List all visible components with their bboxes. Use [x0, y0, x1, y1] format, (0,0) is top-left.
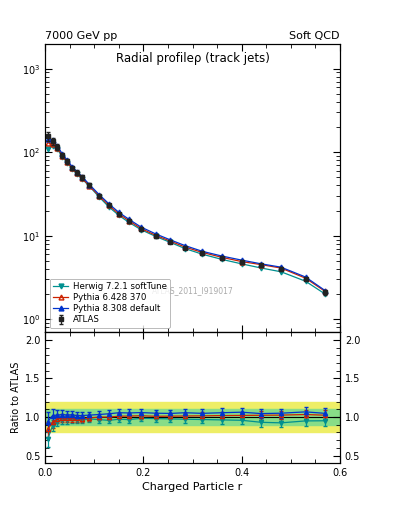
Pythia 6.428 370: [259, 262, 264, 268]
Pythia 6.428 370: [200, 249, 205, 255]
Herwig 7.2.1 softTune: [127, 219, 131, 225]
Text: Radial profileρ (track jets): Radial profileρ (track jets): [116, 52, 270, 65]
Pythia 6.428 370: [107, 202, 112, 208]
Pythia 8.308 default: [220, 253, 224, 259]
Herwig 7.2.1 softTune: [239, 261, 244, 267]
Herwig 7.2.1 softTune: [107, 204, 112, 210]
Pythia 6.428 370: [153, 232, 158, 239]
Pythia 8.308 default: [323, 288, 328, 294]
Herwig 7.2.1 softTune: [168, 240, 173, 246]
Pythia 8.308 default: [45, 136, 50, 142]
Pythia 6.428 370: [80, 175, 84, 181]
Text: 7000 GeV pp: 7000 GeV pp: [45, 31, 118, 41]
Pythia 8.308 default: [60, 151, 65, 157]
Line: Pythia 6.428 370: Pythia 6.428 370: [45, 140, 328, 294]
Pythia 8.308 default: [87, 181, 92, 187]
Pythia 6.428 370: [279, 265, 283, 271]
Text: Soft QCD: Soft QCD: [290, 31, 340, 41]
Herwig 7.2.1 softTune: [279, 269, 283, 275]
Herwig 7.2.1 softTune: [87, 183, 92, 189]
Legend: Herwig 7.2.1 softTune, Pythia 6.428 370, Pythia 8.308 default, ATLAS: Herwig 7.2.1 softTune, Pythia 6.428 370,…: [50, 279, 170, 328]
Pythia 6.428 370: [239, 259, 244, 265]
Pythia 6.428 370: [183, 244, 187, 250]
Pythia 8.308 default: [70, 164, 75, 170]
Herwig 7.2.1 softTune: [97, 194, 101, 200]
Herwig 7.2.1 softTune: [80, 176, 84, 182]
Herwig 7.2.1 softTune: [303, 278, 308, 284]
X-axis label: Charged Particle r: Charged Particle r: [142, 482, 243, 493]
Line: Pythia 8.308 default: Pythia 8.308 default: [45, 136, 328, 293]
Pythia 8.308 default: [183, 243, 187, 249]
Herwig 7.2.1 softTune: [45, 145, 50, 152]
Pythia 8.308 default: [107, 201, 112, 207]
Herwig 7.2.1 softTune: [323, 291, 328, 297]
Pythia 6.428 370: [50, 141, 55, 147]
Herwig 7.2.1 softTune: [65, 160, 70, 166]
Pythia 8.308 default: [50, 137, 55, 143]
Herwig 7.2.1 softTune: [259, 265, 264, 271]
Pythia 8.308 default: [65, 157, 70, 163]
Text: ATLAS_2011_I919017: ATLAS_2011_I919017: [152, 286, 233, 294]
Pythia 8.308 default: [168, 237, 173, 243]
Pythia 8.308 default: [279, 264, 283, 270]
Pythia 6.428 370: [70, 165, 75, 172]
Pythia 6.428 370: [220, 254, 224, 261]
Pythia 6.428 370: [116, 211, 121, 217]
Pythia 6.428 370: [303, 275, 308, 281]
Herwig 7.2.1 softTune: [183, 246, 187, 252]
Pythia 6.428 370: [139, 225, 143, 231]
Pythia 8.308 default: [139, 224, 143, 230]
Pythia 6.428 370: [127, 218, 131, 224]
Pythia 8.308 default: [127, 216, 131, 222]
Herwig 7.2.1 softTune: [70, 166, 75, 172]
Y-axis label: Ratio to ATLAS: Ratio to ATLAS: [11, 362, 21, 434]
Pythia 6.428 370: [60, 153, 65, 159]
Pythia 8.308 default: [80, 174, 84, 180]
Pythia 6.428 370: [65, 159, 70, 165]
Herwig 7.2.1 softTune: [220, 257, 224, 263]
Pythia 6.428 370: [75, 170, 79, 176]
Herwig 7.2.1 softTune: [50, 142, 55, 148]
Line: Herwig 7.2.1 softTune: Herwig 7.2.1 softTune: [45, 143, 328, 296]
Pythia 8.308 default: [239, 257, 244, 263]
Pythia 8.308 default: [153, 231, 158, 237]
Pythia 6.428 370: [55, 145, 60, 151]
Pythia 6.428 370: [97, 193, 101, 199]
Pythia 6.428 370: [323, 288, 328, 294]
Herwig 7.2.1 softTune: [153, 233, 158, 240]
Pythia 8.308 default: [116, 209, 121, 216]
Pythia 8.308 default: [55, 143, 60, 150]
Herwig 7.2.1 softTune: [75, 171, 79, 177]
Pythia 6.428 370: [168, 238, 173, 244]
Pythia 8.308 default: [303, 274, 308, 280]
Pythia 8.308 default: [259, 261, 264, 267]
Pythia 8.308 default: [200, 248, 205, 254]
Herwig 7.2.1 softTune: [55, 146, 60, 153]
Herwig 7.2.1 softTune: [116, 212, 121, 219]
Herwig 7.2.1 softTune: [139, 227, 143, 233]
Pythia 6.428 370: [87, 183, 92, 189]
Pythia 8.308 default: [75, 169, 79, 175]
Pythia 6.428 370: [45, 140, 50, 146]
Pythia 8.308 default: [97, 191, 101, 198]
Herwig 7.2.1 softTune: [60, 154, 65, 160]
Herwig 7.2.1 softTune: [200, 251, 205, 258]
